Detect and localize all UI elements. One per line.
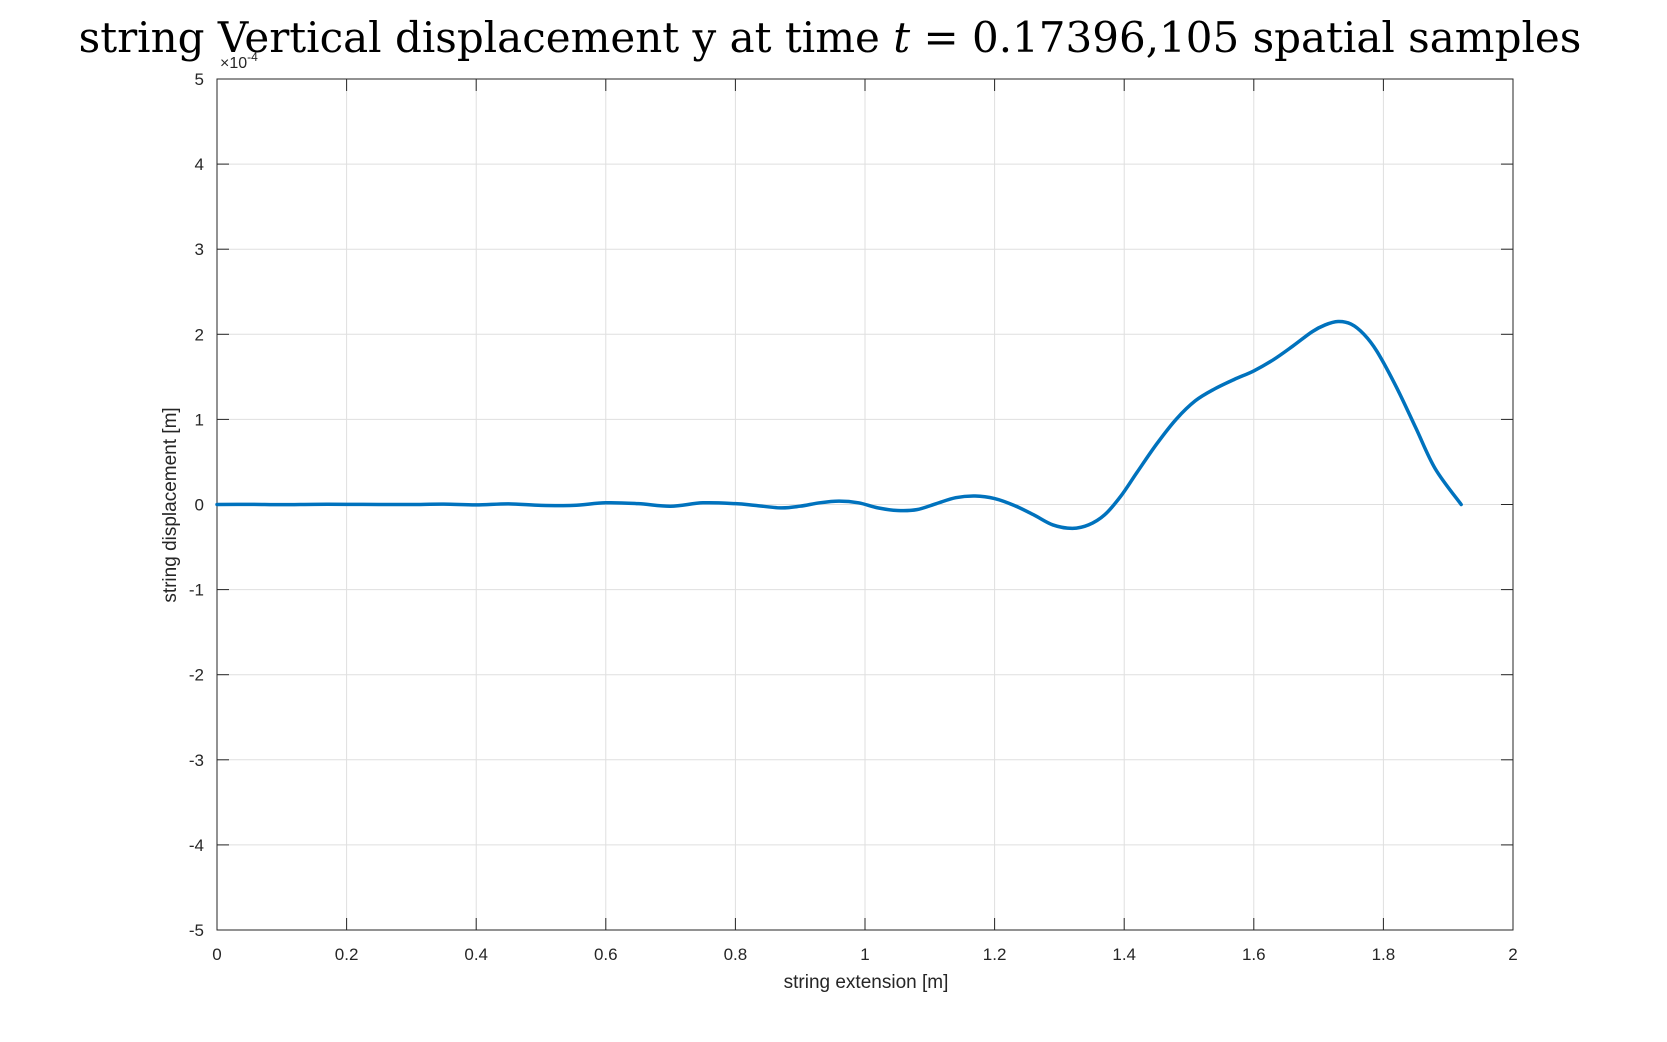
y-tick-label: -1 xyxy=(189,581,204,600)
x-tick-label: 1 xyxy=(860,945,869,964)
y-axis-exponent-base: ×10 xyxy=(220,55,247,72)
chart-title-var: t xyxy=(893,13,910,62)
y-tick-label: 4 xyxy=(195,155,204,174)
y-tick-label: -4 xyxy=(189,836,204,855)
x-tick-label: 2 xyxy=(1508,945,1517,964)
x-tick-label: 1.8 xyxy=(1372,945,1396,964)
chart-title-prefix: string Vertical displacement y at time xyxy=(79,13,894,62)
x-tick-labels: 0 0.2 0.4 0.6 0.8 1 1.2 1.4 1.6 1.8 2 xyxy=(212,945,1517,964)
y-tick-label: -2 xyxy=(189,666,204,685)
x-axis-label: string extension [m] xyxy=(784,972,949,993)
y-tick-label: -5 xyxy=(189,921,204,940)
chart-title: string Vertical displacement y at time t… xyxy=(79,13,1582,62)
y-tick-label: -3 xyxy=(189,751,204,770)
x-tick-label: 1.4 xyxy=(1112,945,1136,964)
x-tick-label: 1.2 xyxy=(983,945,1007,964)
y-tick-labels: -5 -4 -3 -2 -1 0 1 2 3 4 5 xyxy=(189,70,204,940)
y-axis-exponent: ×10-4 xyxy=(220,50,258,72)
y-axis-label: string displacement [m] xyxy=(160,407,181,602)
x-tick-label: 0.8 xyxy=(724,945,748,964)
y-tick-label: 1 xyxy=(195,410,204,429)
axis-ticks xyxy=(216,78,1514,931)
x-tick-label: 0.2 xyxy=(335,945,359,964)
series-line-y xyxy=(215,319,1463,531)
y-tick-label: 0 xyxy=(195,496,204,515)
y-axis-exponent-power: -4 xyxy=(247,50,258,64)
x-tick-label: 0 xyxy=(212,945,221,964)
x-tick-label: 0.4 xyxy=(464,945,488,964)
y-tick-label: 3 xyxy=(195,240,204,259)
x-tick-label: 0.6 xyxy=(594,945,618,964)
chart-title-rest: = 0.17396,105 spatial samples xyxy=(910,13,1581,62)
x-tick-label: 1.6 xyxy=(1242,945,1266,964)
y-tick-label: 2 xyxy=(195,325,204,344)
y-tick-label: 5 xyxy=(195,70,204,89)
